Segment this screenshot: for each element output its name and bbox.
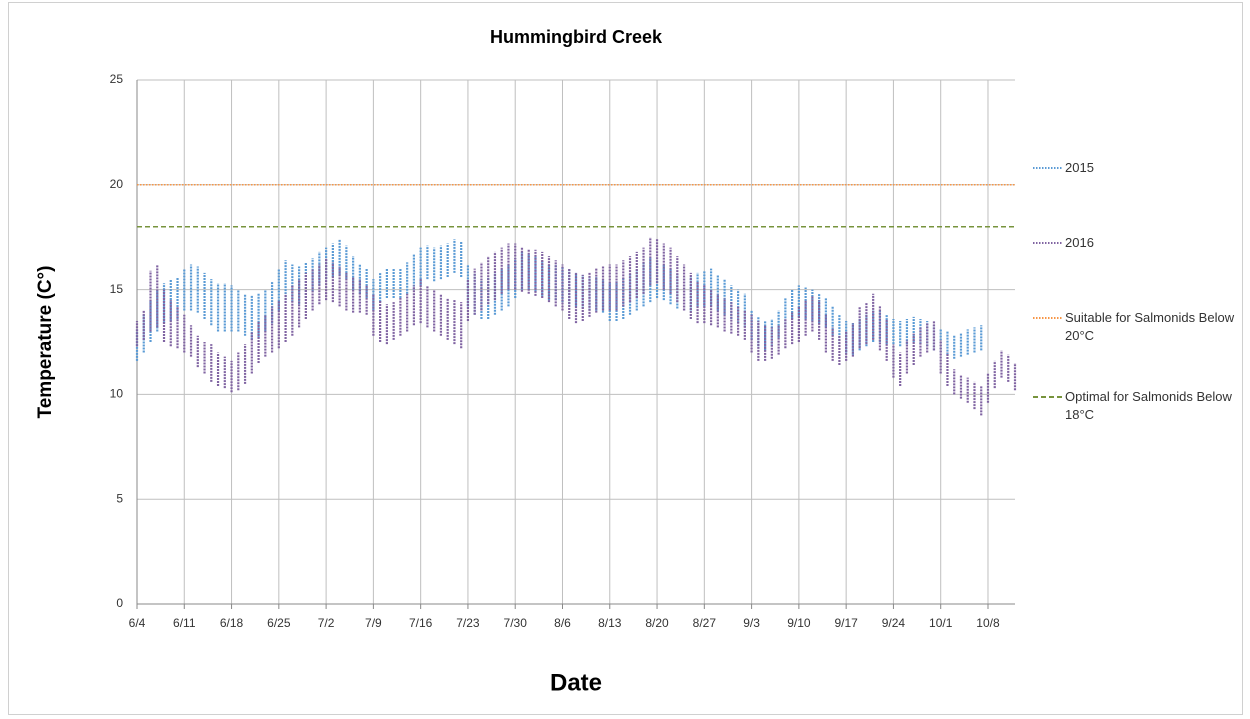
chart-title: Hummingbird Creek [490,27,663,47]
legend-label: Optimal for Salmonids Below 18°C [1065,389,1232,422]
x-tick-label: 6/18 [220,616,244,630]
y-tick-label: 5 [116,491,123,505]
x-tick-label: 7/16 [409,616,433,630]
x-tick-label: 9/3 [743,616,760,630]
x-tick-label: 7/9 [365,616,382,630]
x-tick-label: 8/6 [554,616,571,630]
x-tick-label: 8/27 [693,616,717,630]
x-tick-label: 8/20 [645,616,669,630]
x-tick-label: 6/25 [267,616,291,630]
y-tick-label: 25 [110,72,124,86]
legend-label: Suitable for Salmonids Below 20°C [1065,310,1235,343]
x-tick-label: 7/23 [456,616,480,630]
x-tick-label: 9/10 [787,616,811,630]
legend-label: 2015 [1065,160,1094,175]
x-tick-label: 6/4 [129,616,146,630]
x-tick-label: 8/13 [598,616,622,630]
y-tick-label: 15 [110,282,124,296]
x-tick-label: 9/17 [834,616,858,630]
y-axis-label: Temperature (C°) [35,266,56,419]
x-tick-label: 6/11 [173,616,196,630]
chart-border [8,2,1243,715]
x-tick-label: 10/1 [929,616,953,630]
x-tick-label: 7/30 [504,616,528,630]
x-tick-label: 9/24 [882,616,906,630]
x-tick-label: 10/8 [976,616,1000,630]
x-tick-label: 7/2 [318,616,335,630]
x-axis-label: Date [550,669,602,696]
y-tick-label: 0 [116,596,123,610]
y-tick-label: 10 [110,387,124,401]
y-tick-label: 20 [110,177,124,191]
legend-label: 2016 [1065,235,1094,250]
